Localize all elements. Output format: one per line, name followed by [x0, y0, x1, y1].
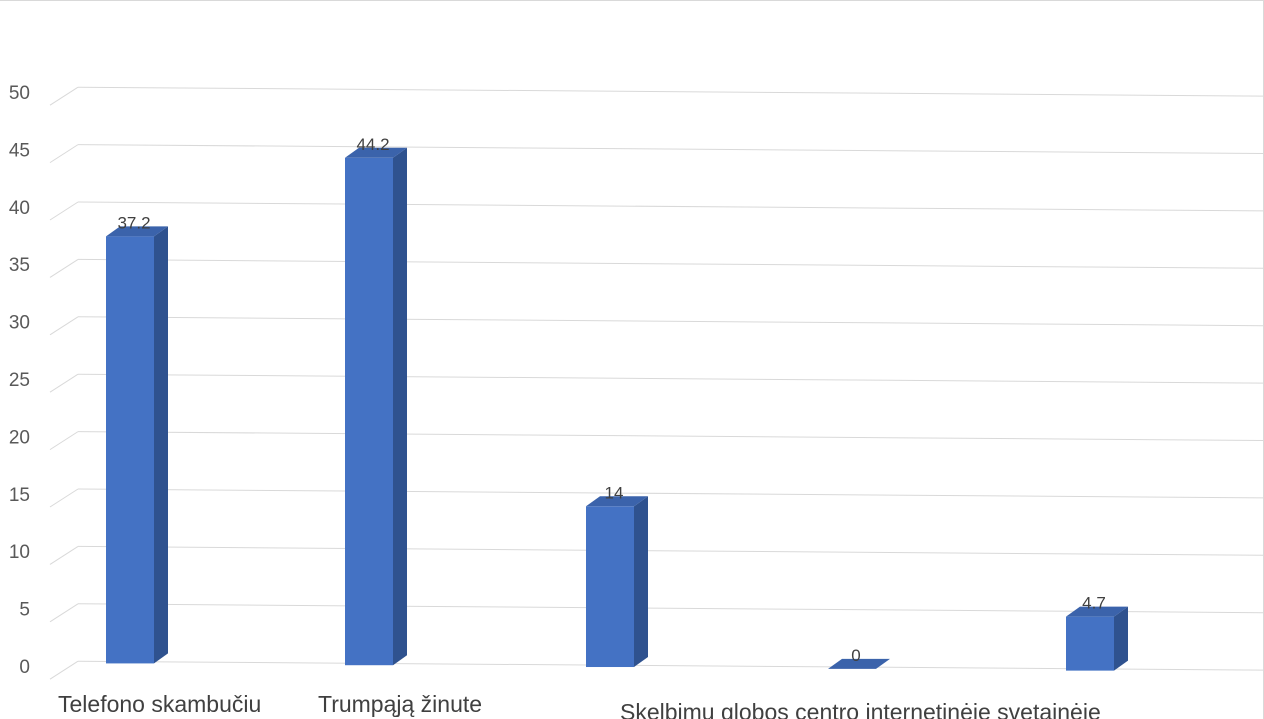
- bar: [1066, 616, 1114, 671]
- data-label: 37.2: [117, 213, 150, 232]
- bar-group: [586, 496, 648, 668]
- bars: [106, 147, 1128, 671]
- bar-top: [828, 658, 890, 669]
- gridline-bevel: [49, 488, 79, 508]
- bar-top: [586, 496, 648, 507]
- data-label: 4.7: [1082, 594, 1106, 613]
- bar: [106, 236, 154, 664]
- bar-top: [1066, 606, 1128, 617]
- y-tick-label: 30: [9, 313, 30, 334]
- bar-top: [106, 226, 168, 237]
- y-tick-label: 0: [19, 657, 30, 678]
- data-label: 0: [851, 646, 860, 665]
- y-tick-label: 35: [9, 255, 30, 276]
- gridline: [77, 545, 1263, 556]
- gridline-bevel: [49, 86, 79, 106]
- y-axis-ticks: 0 5 10 15 20 25 30 35 40 45 50: [9, 83, 30, 678]
- gridline-bevel: [49, 660, 79, 680]
- y-tick-label: 45: [9, 140, 30, 161]
- bar-side: [1114, 606, 1128, 671]
- bar-group: [345, 147, 407, 666]
- category-label: Telefono skambučiu: [58, 691, 261, 717]
- gridline: [77, 603, 1263, 614]
- data-label: 44.2: [356, 135, 389, 154]
- bar-group: [828, 658, 890, 669]
- gridline: [77, 201, 1263, 212]
- bar-side: [634, 496, 648, 668]
- gridline: [77, 86, 1263, 97]
- category-label: Trumpąją žinute: [318, 691, 482, 717]
- y-tick-label: 25: [9, 370, 30, 391]
- gridline-bevel: [49, 373, 79, 393]
- y-tick-label: 50: [9, 83, 30, 104]
- gridline-bevel: [49, 258, 79, 278]
- data-label: 14: [605, 483, 624, 502]
- category-labels: Telefono skambučiu Trumpąją žinute Skelbim…: [58, 691, 1101, 719]
- gridline: [77, 373, 1263, 384]
- data-labels: 37.2 44.2 14 0 4.7: [117, 135, 1105, 665]
- gridline: [77, 431, 1263, 441]
- gridline-bevel: [49, 316, 79, 336]
- gridline-bevel: [49, 201, 79, 221]
- gridline: [77, 258, 1263, 269]
- category-label-annotation: Skelbimu globos centro internetinėje sve…: [620, 699, 1101, 719]
- gridline: [77, 144, 1263, 154]
- y-tick-label: 15: [9, 485, 30, 506]
- y-tick-label: 10: [9, 542, 30, 563]
- y-tick-label: 5: [19, 600, 30, 621]
- gridline-bevel: [49, 144, 79, 164]
- gridline: [77, 488, 1263, 499]
- bar: [345, 157, 393, 666]
- y-tick-label: 40: [9, 198, 30, 219]
- bar-group: [1066, 606, 1128, 671]
- gridlines: [49, 86, 1263, 680]
- gridline-bevel: [49, 603, 79, 623]
- gridline-bevel: [49, 545, 79, 565]
- bar: [586, 506, 634, 668]
- y-tick-label: 20: [9, 427, 30, 448]
- gridline-bevel: [49, 431, 79, 451]
- bar-side: [154, 226, 168, 664]
- gridline: [77, 316, 1263, 327]
- bar-top: [345, 147, 407, 158]
- bar-group: [106, 226, 168, 664]
- bar-side: [393, 147, 407, 666]
